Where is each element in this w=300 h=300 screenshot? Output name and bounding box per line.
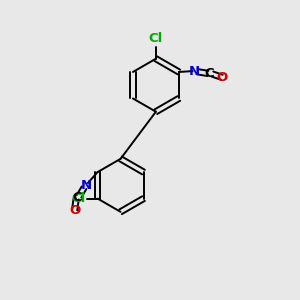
Text: N: N — [81, 179, 92, 192]
Text: C: C — [73, 191, 82, 204]
Text: O: O — [216, 71, 227, 84]
Text: O: O — [69, 204, 80, 217]
Text: C: C — [205, 67, 214, 80]
Text: N: N — [189, 65, 200, 78]
Text: Cl: Cl — [149, 32, 163, 46]
Text: Cl: Cl — [71, 192, 85, 205]
